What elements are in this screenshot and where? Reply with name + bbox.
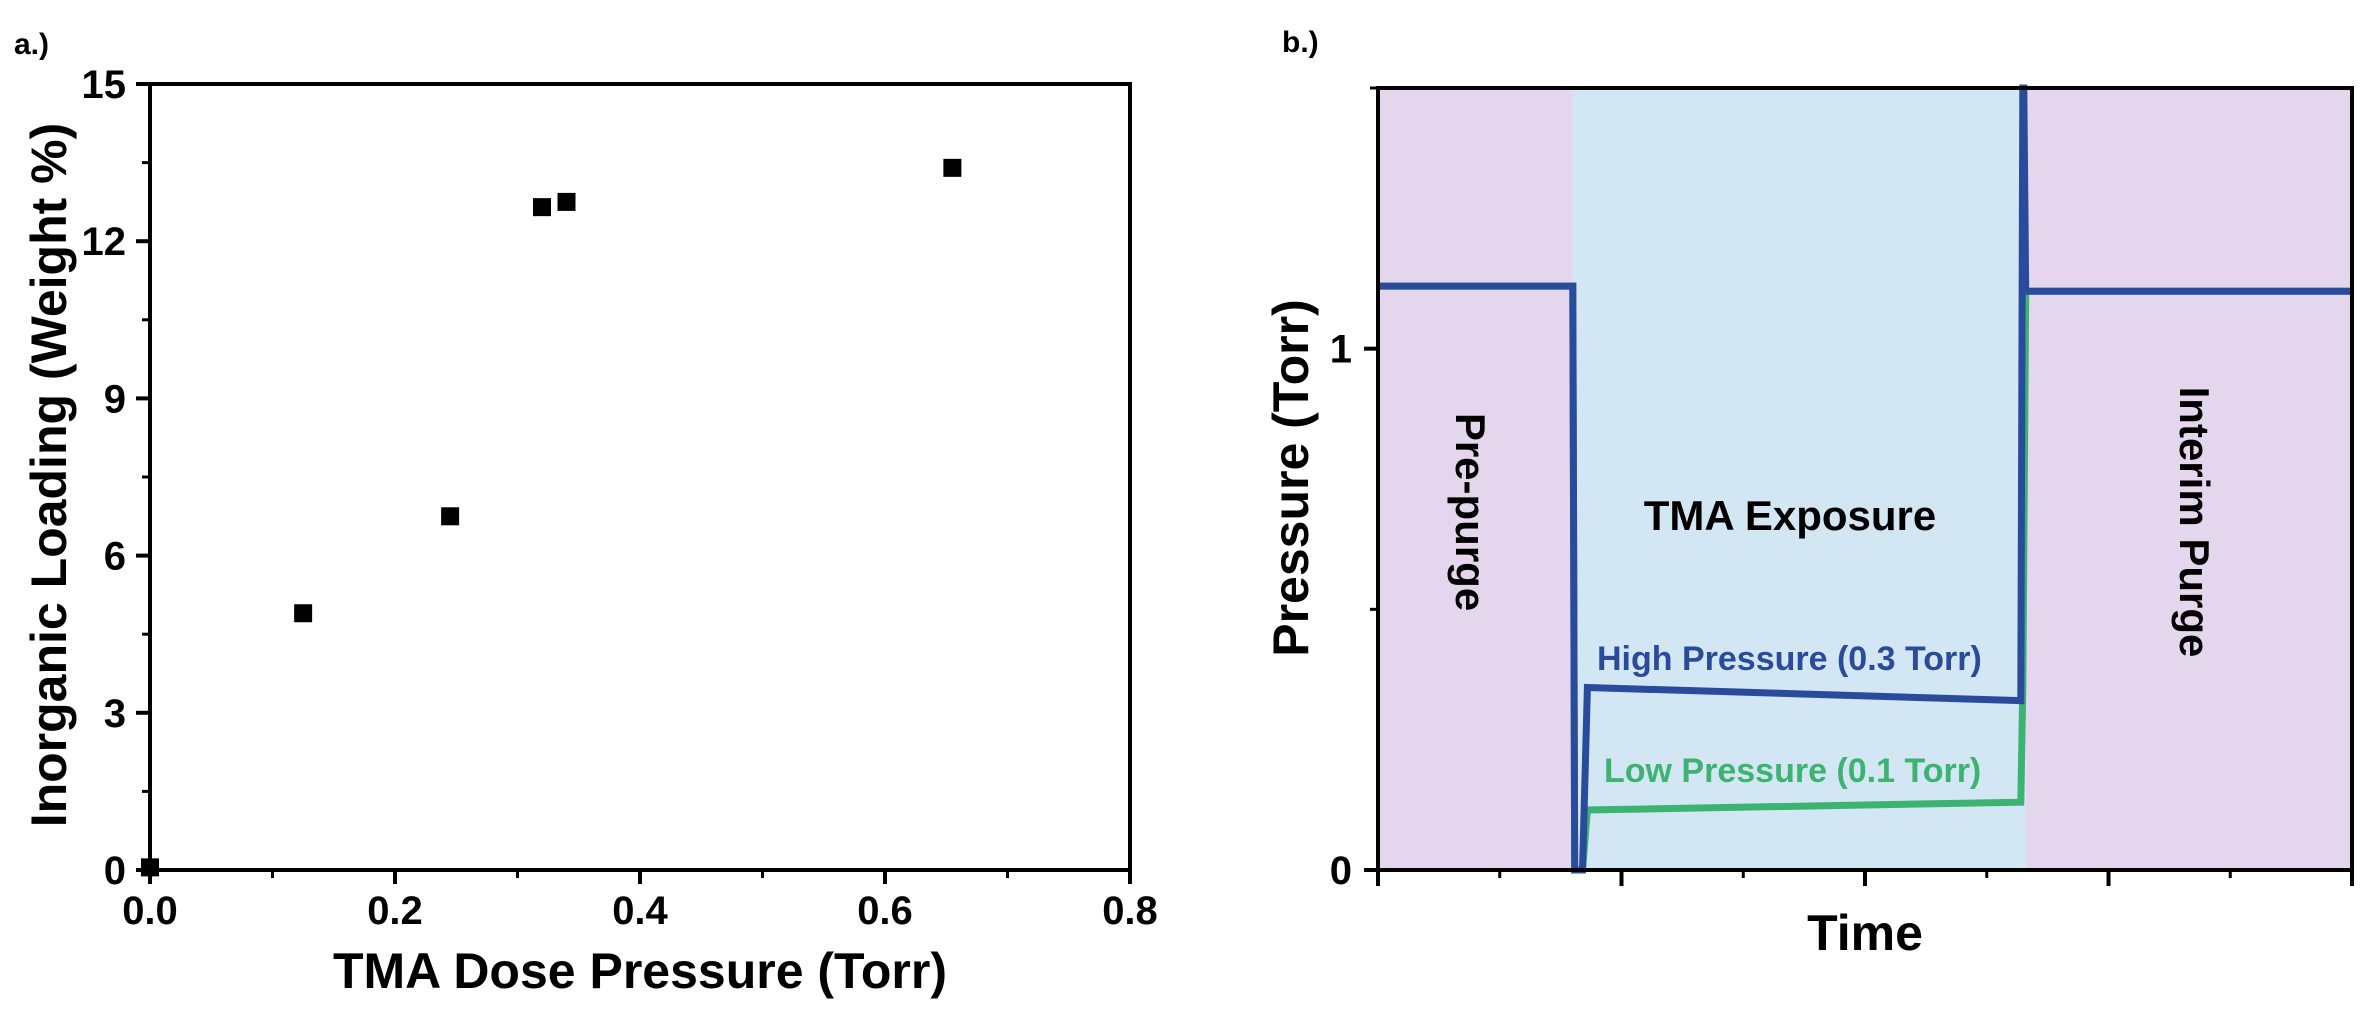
panel-a-markers — [141, 158, 962, 877]
region-label-interim-purge: Interim Purge — [2171, 387, 2218, 658]
panel-a-plot-frame — [148, 82, 1132, 872]
x-tick-label-4: 0.8 — [1102, 889, 1158, 933]
b-y-tick-label-0: 0 — [1330, 849, 1352, 893]
series-label-low-pressure: Low Pressure (0.1 Torr) — [1604, 752, 1981, 790]
y-tick-label-2: 6 — [104, 535, 126, 579]
region-1 — [1572, 88, 2026, 870]
panel-b-label: b.) — [1282, 26, 1319, 59]
data-point-3 — [533, 198, 551, 217]
y-tick-label-0: 0 — [104, 849, 126, 893]
panel-a: a.) 0.0 0.2 0.4 0.6 0.8 0 3 6 9 12 15 TMA Dose Pre… — [14, 28, 1158, 999]
panel-b-series — [1378, 84, 2352, 874]
panel-a-x-axis-title: TMA Dose Pressure (Torr) — [333, 943, 947, 999]
series-line-1 — [1378, 84, 2352, 874]
region-label-pre-purge: Pre-purge — [1447, 413, 1494, 611]
panel-b-y-axis-title: Pressure (Torr) — [1263, 299, 1319, 657]
data-point-2 — [441, 507, 460, 526]
y-tick-label-3: 9 — [104, 377, 126, 421]
y-tick-label-4: 12 — [82, 220, 127, 264]
x-tick-label-3: 0.6 — [857, 889, 913, 933]
panel-b-ticks: 01 — [1330, 86, 2354, 893]
x-tick-label-0: 0.0 — [122, 889, 178, 933]
y-tick-label-1: 3 — [104, 692, 126, 736]
panel-b-regions — [1378, 88, 2352, 870]
panel-a-label: a.) — [14, 28, 49, 61]
y-tick-label-5: 15 — [82, 63, 127, 107]
b-y-tick-label-1: 1 — [1330, 328, 1352, 372]
x-tick-label-1: 0.2 — [367, 889, 423, 933]
data-point-4 — [557, 192, 576, 211]
x-tick-label-2: 0.4 — [612, 889, 668, 933]
data-point-1 — [294, 604, 313, 623]
series-label-high-pressure: High Pressure (0.3 Torr) — [1597, 640, 1982, 678]
panel-b-x-axis-title: Time — [1807, 905, 1923, 961]
panel-a-y-axis-title: Inorganic Loading (Weight %) — [21, 123, 77, 828]
region-label-tma-exposure: TMA Exposure — [1644, 492, 1936, 539]
panel-b: b.) Pre-purge TMA Exposure Interim Purge… — [1263, 26, 2354, 961]
panel-a-ticks: 0.0 0.2 0.4 0.6 0.8 0 3 6 9 12 15 — [82, 63, 1158, 933]
region-0 — [1378, 88, 1573, 870]
region-2 — [2025, 88, 2352, 870]
data-point-5 — [943, 158, 962, 177]
